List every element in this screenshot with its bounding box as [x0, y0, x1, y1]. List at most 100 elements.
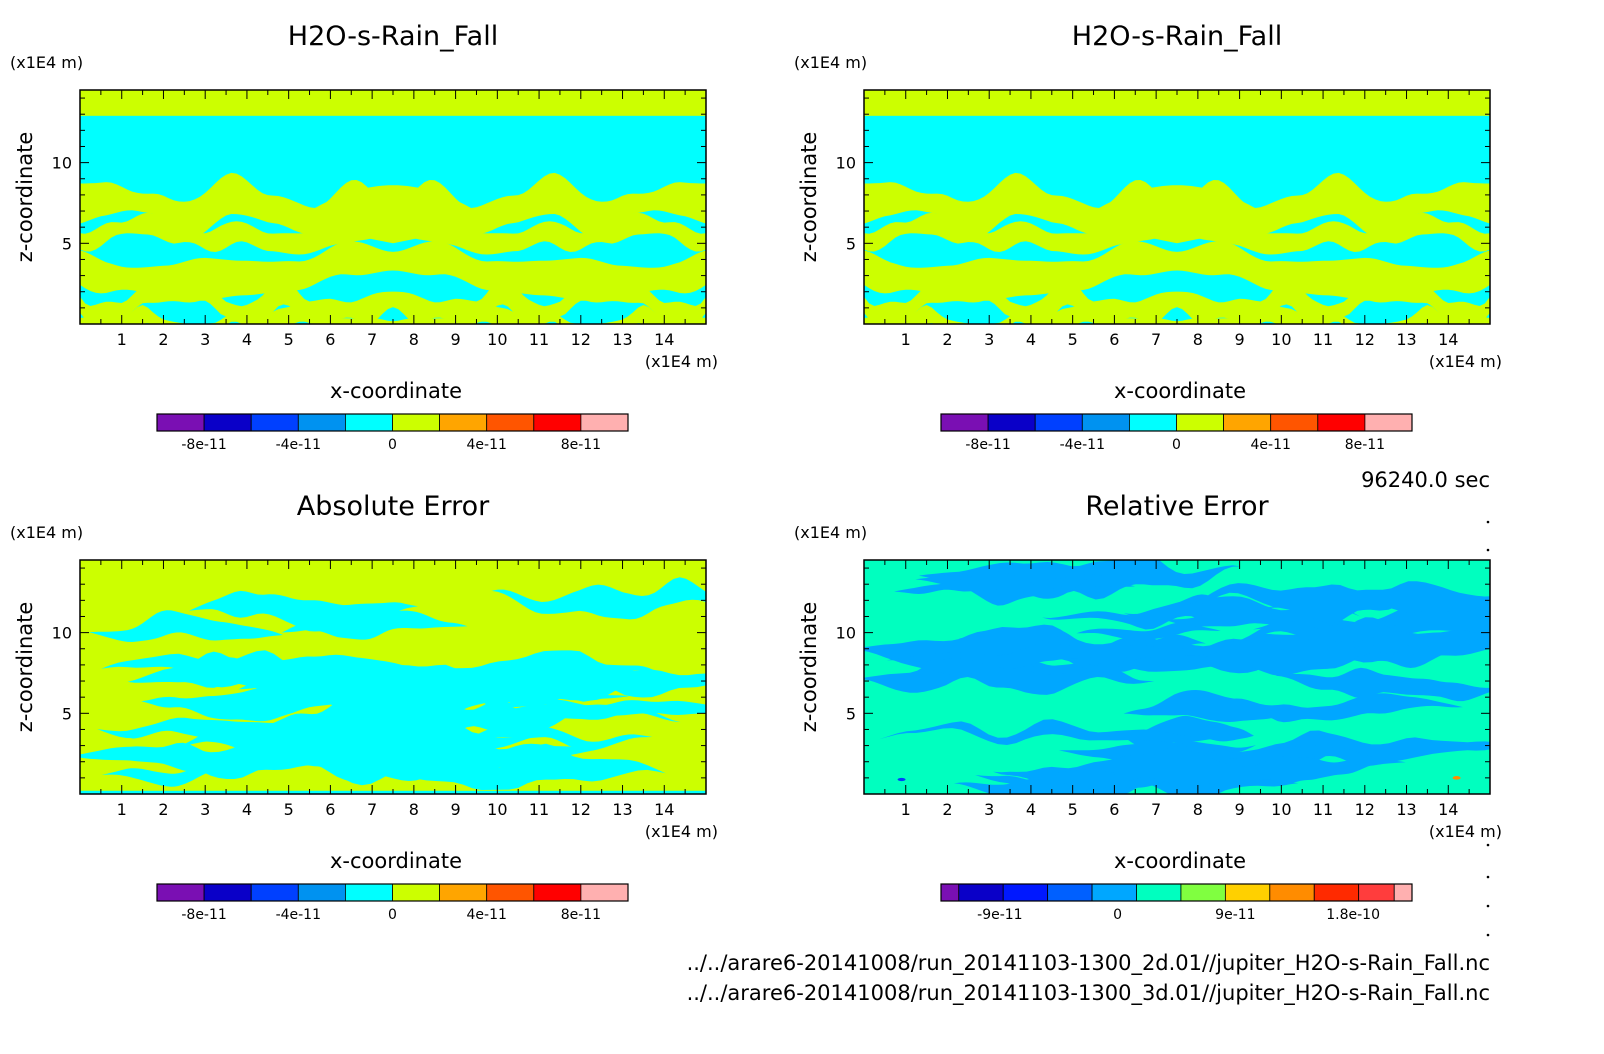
y-tick-label: 5 — [846, 704, 856, 723]
x-tick-label: 6 — [325, 330, 335, 349]
colorbar-label: -8e-11 — [965, 437, 1010, 453]
y-tick-label: 5 — [62, 704, 72, 723]
field-band — [1021, 769, 1166, 788]
colorbar-bin — [1224, 883, 1271, 902]
colorbar-label: -4e-11 — [1060, 437, 1105, 453]
colorbar-bin — [439, 883, 488, 902]
chart-title: Relative Error — [1085, 491, 1269, 522]
colorbar-bin — [580, 883, 629, 902]
field-band — [864, 172, 1490, 237]
x-tick-label: 11 — [529, 330, 549, 349]
x-tick-label: 13 — [1396, 330, 1416, 349]
colorbar-bin — [1176, 413, 1224, 432]
y-axis-label: z-coordinate — [797, 602, 821, 733]
colorbar-bin — [1081, 413, 1130, 432]
field-band — [864, 305, 1490, 324]
x-tick-label: 2 — [942, 800, 952, 819]
colorbar-label: 0 — [388, 907, 397, 923]
x-tick-label: 6 — [1109, 800, 1119, 819]
field-band — [1118, 715, 1254, 750]
colorbar-bin — [486, 413, 535, 432]
chart-title: H2O-s-Rain_Fall — [1072, 21, 1282, 52]
field-band — [80, 241, 706, 301]
colorbar-frame — [156, 413, 629, 432]
x-tick-label: 2 — [158, 330, 168, 349]
colorbar-frame — [940, 413, 1413, 432]
colorbar-bin — [344, 413, 393, 432]
colorbar-bin — [392, 413, 440, 432]
colorbar-bin — [987, 413, 1036, 432]
field-band — [1275, 667, 1490, 702]
colorbar-label: -9e-11 — [977, 907, 1022, 923]
chart-panel-2: 1 2 3 4 5 6 7 8 9 10 11 12 13 14510H2O-s-Rain_Fall(x1… — [794, 21, 1502, 453]
x-tick-label: 3 — [984, 800, 994, 819]
x-tick-label: 10 — [487, 800, 507, 819]
field-band — [80, 305, 706, 324]
x-tick-label: 13 — [612, 330, 632, 349]
y-tick-label: 10 — [836, 624, 856, 643]
field-band — [80, 275, 706, 324]
dot-marker — [1486, 520, 1490, 524]
field-band — [879, 719, 1245, 745]
x-tick-label: 12 — [571, 330, 591, 349]
field-band — [1123, 690, 1294, 722]
y-unit-label: (x1E4 m) — [10, 523, 83, 542]
x-unit-label: (x1E4 m) — [1429, 352, 1502, 371]
x-tick-label: 6 — [1109, 330, 1119, 349]
y-tick-label: 10 — [836, 154, 856, 173]
colorbar-label: 0 — [1113, 907, 1122, 923]
x-tick-label: 7 — [1151, 800, 1161, 819]
colorbar-bin — [156, 883, 205, 902]
y-axis-label: z-coordinate — [13, 602, 37, 733]
colorbar-bin — [1393, 883, 1413, 902]
field-band — [456, 674, 632, 701]
colorbar-bin — [486, 883, 535, 902]
colorbar-bin — [1317, 413, 1366, 432]
colorbar-bin — [580, 413, 629, 432]
field-band — [413, 726, 653, 753]
colorbar-label: -4e-11 — [276, 907, 321, 923]
colorbar-bin — [958, 883, 1004, 902]
field-band — [97, 713, 390, 745]
x-tick-label: 14 — [1438, 800, 1458, 819]
colorbar-bin — [439, 413, 488, 432]
field-band — [188, 590, 418, 632]
field-band — [310, 699, 583, 735]
x-tick-label: 8 — [1193, 330, 1203, 349]
colorbar-label: 8e-11 — [1345, 437, 1385, 453]
field-layer — [864, 560, 1490, 794]
colorbar-bin — [533, 883, 582, 902]
colorbar-bin — [297, 883, 346, 902]
field-band — [886, 642, 1221, 669]
x-tick-label: 8 — [409, 330, 419, 349]
x-tick-label: 10 — [1271, 330, 1291, 349]
x-tick-label: 13 — [1396, 800, 1416, 819]
colorbar-frame — [156, 883, 629, 902]
x-axis-label: x-coordinate — [1114, 849, 1246, 873]
colorbar-bin — [156, 413, 205, 432]
colorbar-bin — [1270, 413, 1319, 432]
colorbar-label: 9e-11 — [1215, 907, 1255, 923]
field-band — [864, 241, 1490, 301]
colorbar-bin — [1047, 883, 1093, 902]
x-tick-label: 10 — [487, 330, 507, 349]
x-tick-label: 9 — [451, 800, 461, 819]
field-band — [894, 571, 1093, 599]
x-tick-label: 5 — [1068, 800, 1078, 819]
x-tick-label: 5 — [284, 330, 294, 349]
x-tick-label: 4 — [242, 330, 252, 349]
field-spot — [897, 777, 906, 782]
y-tick-label: 10 — [52, 154, 72, 173]
field-band — [1007, 661, 1155, 683]
colorbar-bin — [1136, 883, 1182, 902]
y-unit-label: (x1E4 m) — [794, 523, 867, 542]
field-band — [101, 650, 447, 690]
field-band — [161, 657, 288, 679]
x-axis-label: x-coordinate — [1114, 379, 1246, 403]
colorbar-label: 4e-11 — [467, 907, 507, 923]
colorbar-bin — [250, 883, 299, 902]
colorbar-label: 8e-11 — [561, 437, 601, 453]
x-tick-label: 3 — [984, 330, 994, 349]
field-band — [1187, 581, 1490, 624]
